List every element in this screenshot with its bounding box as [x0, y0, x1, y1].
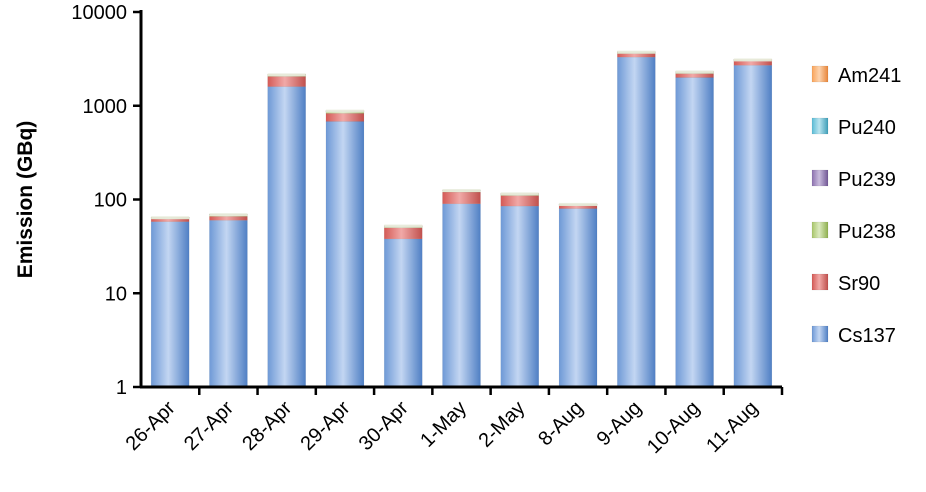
bar-cap-27-apr [209, 213, 248, 217]
legend-label-sr90: Sr90 [838, 273, 880, 295]
legend-label-am241: Am241 [838, 65, 901, 87]
bar-cap-28-apr [267, 73, 306, 77]
bar-cs137-8-aug [558, 208, 598, 388]
bar-sr90-9-aug [617, 53, 656, 58]
x-tick-label-26-apr: 26-Apr [122, 397, 180, 455]
legend: Am241 Pu240 Pu239 Pu238 Sr90 Cs137 [811, 65, 901, 347]
legend-swatch-sr90 [811, 273, 829, 291]
legend-swatch-pu240 [811, 117, 829, 135]
x-tick-label-8-aug: 8-Aug [534, 397, 587, 450]
y-tick-label-1000: 1000 [83, 96, 128, 118]
bar-sr90-27-apr [209, 216, 248, 221]
bar-cs137-1-may [442, 203, 481, 388]
bar-cs137-28-apr [267, 86, 306, 388]
y-axis-title: Emission (GBq) [14, 121, 37, 279]
x-tick-label-27-apr: 27-Apr [180, 397, 238, 455]
x-tick-label-1-may: 1-May [416, 397, 471, 452]
x-tick-label-9-aug: 9-Aug [593, 397, 646, 450]
x-tick-label-11-aug: 11-Aug [702, 397, 762, 457]
y-tick-label-10000: 10000 [71, 2, 127, 24]
bars-layer [150, 50, 773, 388]
legend-swatch-cs137 [811, 325, 829, 343]
y-tick-label-100: 100 [94, 190, 127, 212]
y-tick-label-10: 10 [105, 283, 127, 305]
bar-sr90-2-may [500, 195, 540, 207]
bar-cs137-29-apr [325, 121, 365, 388]
bar-cap-9-aug [617, 50, 656, 54]
bar-cap-30-apr [384, 224, 423, 228]
y-tick-label-1: 1 [116, 377, 127, 399]
legend-label-pu238: Pu238 [838, 221, 896, 243]
bar-sr90-10-aug [675, 73, 714, 78]
x-tick-label-10-aug: 10-Aug [643, 397, 704, 458]
legend-label-pu240: Pu240 [838, 117, 896, 139]
bar-cap-26-apr [151, 216, 190, 220]
legend-swatch-am241 [811, 65, 829, 83]
bar-cap-1-may [442, 189, 481, 193]
bar-cap-29-apr [325, 109, 364, 113]
legend-label-pu239: Pu239 [838, 169, 896, 191]
bar-cs137-11-aug [733, 65, 773, 388]
legend-swatch-pu238 [811, 221, 829, 239]
bar-cap-2-may [500, 192, 539, 196]
bar-sr90-26-apr [150, 218, 190, 222]
bar-cs137-10-aug [675, 77, 714, 388]
x-tick-label-28-apr: 28-Apr [238, 397, 296, 455]
bar-cap-10-aug [675, 70, 714, 74]
legend-label-cs137: Cs137 [838, 325, 896, 347]
bar-cs137-9-aug [617, 56, 656, 388]
x-tick-label-30-apr: 30-Apr [355, 397, 413, 455]
bar-sr90-11-aug [733, 60, 773, 66]
bar-sr90-28-apr [267, 76, 306, 87]
bar-sr90-29-apr [325, 113, 365, 122]
bar-sr90-1-may [442, 191, 481, 205]
legend-swatch-pu239 [811, 169, 829, 187]
bar-cs137-2-may [500, 205, 540, 388]
bar-cs137-30-apr [383, 238, 423, 388]
x-tick-label-2-may: 2-May [474, 397, 529, 452]
bar-sr90-30-apr [383, 227, 423, 240]
bar-cap-11-aug [733, 58, 772, 62]
bar-cs137-26-apr [150, 221, 190, 388]
bar-cap-8-aug [559, 202, 598, 206]
x-tick-label-29-apr: 29-Apr [296, 397, 354, 455]
bar-sr90-8-aug [558, 205, 598, 209]
bar-cs137-27-apr [209, 220, 248, 388]
